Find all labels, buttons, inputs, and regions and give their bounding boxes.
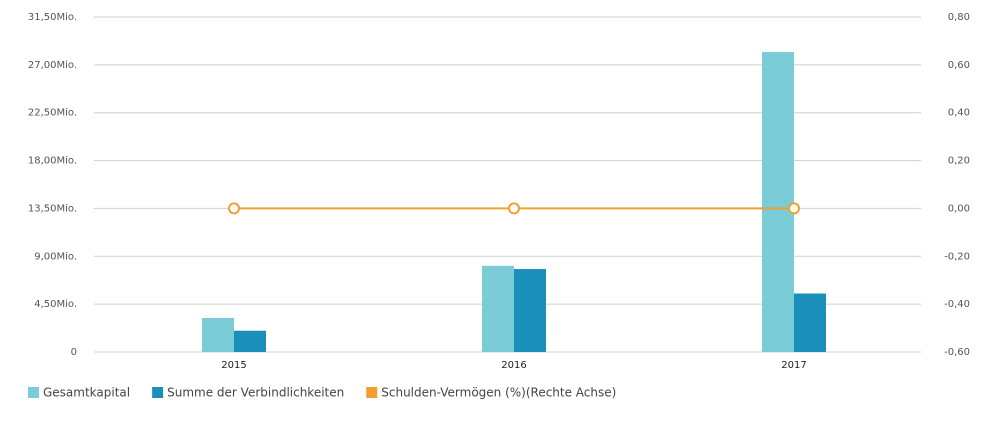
y-tick-label: 13,50Mio. [28, 203, 77, 214]
x-tick-label: 2017 [781, 360, 806, 371]
bar [234, 330, 266, 352]
line-point [228, 202, 240, 215]
y-tick-label: 22,50Mio. [28, 108, 77, 119]
legend-label: Gesamtkapital [43, 386, 130, 400]
legend-swatch [366, 387, 378, 398]
y-tick-label: 9,00Mio. [34, 251, 77, 262]
y-tick-label: 0 [71, 347, 77, 358]
legend-item: Summe der Verbindlichkeiten [152, 386, 344, 400]
y2-tick-label: 0,00 [948, 203, 970, 214]
line-point [788, 202, 800, 215]
legend-swatch [28, 387, 39, 398]
y2-tick-label: 0,20 [948, 156, 970, 167]
y-tick-label: 18,00Mio. [28, 156, 77, 167]
legend-label: Schulden-Vermögen (%)(Rechte Achse) [381, 386, 616, 400]
y2-tick-label: 0,80 [948, 12, 970, 23]
y-tick-label: 27,00Mio. [28, 60, 77, 71]
legend-label: Summe der Verbindlichkeiten [167, 386, 344, 400]
bar [514, 269, 546, 352]
x-tick-label: 2016 [501, 360, 526, 371]
bar [794, 293, 826, 352]
x-tick-label: 2015 [221, 360, 246, 371]
y-tick-label: 4,50Mio. [34, 299, 77, 310]
y2-tick-label: -0,20 [944, 251, 970, 262]
bar [202, 317, 234, 352]
y2-tick-label: 0,60 [948, 60, 970, 71]
y2-tick-label: -0,60 [944, 347, 970, 358]
legend-item: Gesamtkapital [28, 386, 130, 400]
bar [762, 52, 794, 352]
line-point [508, 202, 520, 215]
legend-swatch [152, 387, 164, 398]
y2-tick-label: 0,40 [948, 108, 970, 119]
y2-tick-label: -0,40 [944, 299, 970, 310]
legend-item: Schulden-Vermögen (%)(Rechte Achse) [366, 386, 616, 400]
bar [482, 265, 514, 352]
y-tick-label: 31,50Mio. [28, 12, 77, 23]
